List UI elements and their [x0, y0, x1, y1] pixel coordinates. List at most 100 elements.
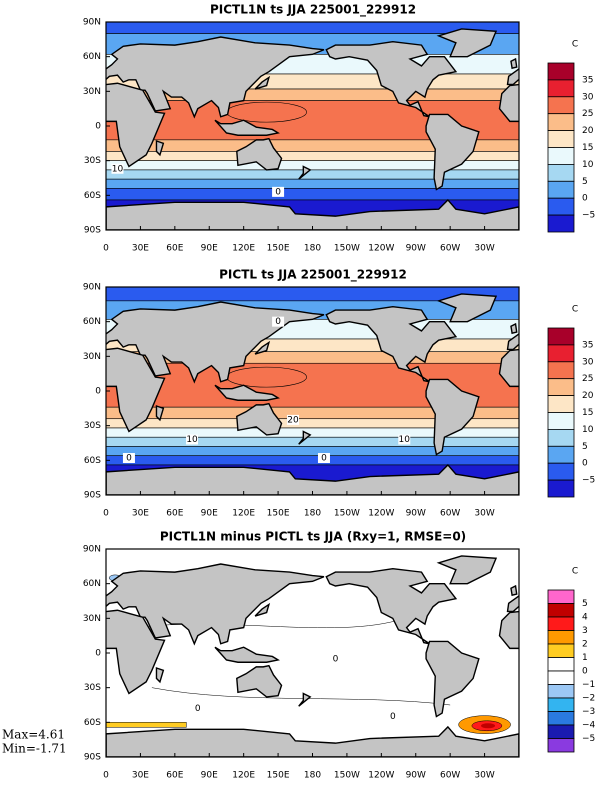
colorbar-label: 10 [582, 425, 594, 435]
contour-label: 10 [186, 435, 198, 445]
land [13, 379, 66, 454]
land [498, 348, 519, 388]
land [298, 165, 312, 180]
contour-label: 0 [390, 712, 396, 722]
colorbar-box [547, 428, 575, 447]
contour-label-bg [186, 434, 199, 445]
land [155, 667, 165, 684]
lon-label: 120E [232, 771, 255, 781]
lon-label: 120W [368, 244, 394, 254]
colorbar-label: 4 [582, 613, 588, 623]
lat-label: 60S [84, 191, 101, 201]
warm-pool [226, 366, 307, 388]
colorbar-box [547, 479, 575, 498]
contour-label: 0 [195, 704, 201, 714]
land [26, 294, 83, 322]
land [254, 602, 271, 617]
land [510, 584, 518, 597]
land [325, 40, 458, 118]
colorbar-box [547, 344, 575, 363]
land [106, 463, 519, 495]
colorbar-box [547, 724, 575, 739]
contour-label: 0 [275, 187, 281, 197]
colorbar-box [547, 96, 575, 115]
stat-max: Max=4.61 [2, 728, 65, 742]
lat-label: 90N [83, 283, 101, 293]
colorbar-label: −4 [582, 721, 596, 731]
colorbar-box [547, 412, 575, 430]
lat-label: 90S [84, 491, 101, 501]
lat-label: 30N [83, 87, 101, 97]
colorbar-label: 2 [582, 640, 588, 650]
land [0, 307, 43, 382]
colorbar-box [547, 62, 575, 81]
land [506, 595, 519, 613]
land [436, 555, 498, 585]
map-panel: PICTL ts JJA 225001_229912 0 20 10 10 0 0 90N 60… [0, 268, 595, 519]
lon-label: 150E [267, 244, 290, 254]
lon-label: 30E [132, 509, 149, 519]
colorbar-box [547, 589, 575, 604]
colorbar-label: 20 [582, 126, 594, 136]
map-panel: PICTL1N ts JJA 225001_229912 10 0 90N 60N 30N… [0, 3, 595, 254]
lat-label: 0 [95, 649, 101, 659]
land [236, 137, 283, 171]
colorbar-label: 35 [582, 340, 593, 350]
land [0, 42, 43, 117]
lat-label: 90N [83, 545, 101, 555]
colorbar-label: 35 [582, 75, 593, 85]
colorbar-box [547, 378, 575, 397]
land [106, 609, 166, 695]
lon-label: 30E [132, 244, 149, 254]
lon-label: 150W [334, 509, 360, 519]
lon-label: 60E [166, 509, 183, 519]
land [298, 430, 312, 445]
lat-label: 90S [84, 226, 101, 236]
lat-label: 30N [83, 352, 101, 362]
contour-label-bg [329, 653, 342, 664]
panel-title: PICTL1N minus PICTL ts JJA (Rxy=1, RMSE=… [160, 530, 466, 544]
contour-label-bg [398, 434, 411, 445]
lat-label: 60S [84, 456, 101, 466]
map-field: 0 20 10 10 0 0 [0, 287, 519, 495]
lon-label: 90E [201, 771, 218, 781]
land [214, 646, 280, 663]
land [26, 29, 83, 57]
contour-label: 20 [287, 415, 299, 425]
land [506, 68, 519, 86]
colorbar-box [547, 214, 575, 233]
colorbar-label: −2 [582, 694, 595, 704]
lon-label: 0 [103, 771, 109, 781]
land [106, 82, 166, 168]
temperature-band [106, 436, 519, 447]
colorbar-label: 15 [582, 408, 593, 418]
contour-label-bg [111, 163, 124, 174]
lat-label: 90N [83, 18, 101, 28]
colorbar-label: 30 [582, 357, 594, 367]
contour-label-bg [272, 186, 285, 197]
lat-label: 60S [84, 718, 101, 728]
land [436, 293, 498, 323]
lon-label: 120E [232, 244, 255, 254]
lat-label: 90S [84, 753, 101, 763]
colorbar-box [547, 197, 575, 216]
colorbar-box [547, 130, 575, 148]
contour [151, 687, 451, 706]
colorbar-box [547, 462, 575, 481]
land [236, 664, 283, 698]
temperature-band [106, 446, 519, 457]
land [325, 567, 458, 645]
colorbar-box [547, 113, 575, 131]
lon-label: 90W [406, 771, 426, 781]
warm-pool [226, 101, 307, 123]
anomaly-band [106, 722, 187, 728]
contour-label: 10 [112, 164, 124, 174]
contour-label-bg [122, 453, 135, 464]
land [436, 28, 498, 58]
lon-label: 90W [406, 244, 426, 254]
lon-label: 120E [232, 509, 255, 519]
colorbar-label: −1 [582, 680, 595, 690]
land [13, 114, 66, 189]
land [214, 119, 280, 136]
